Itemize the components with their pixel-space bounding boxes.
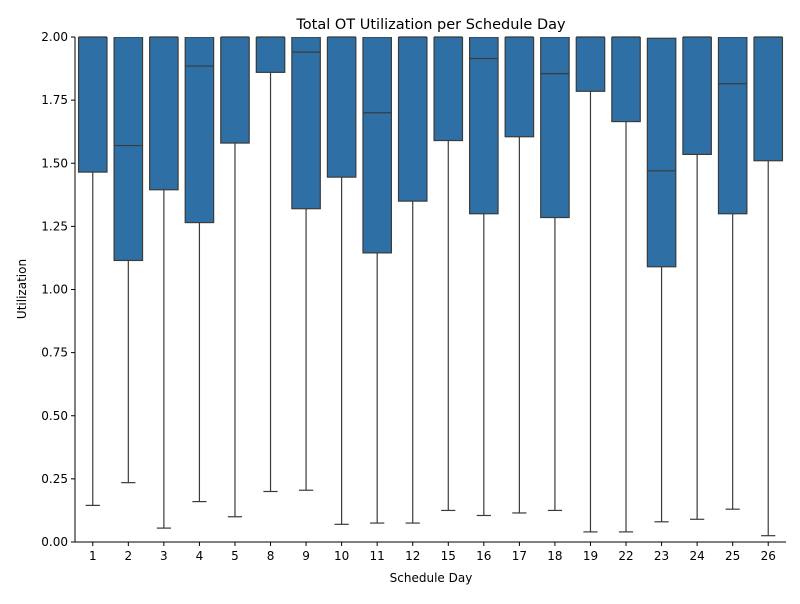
x-tick-label: 16 xyxy=(476,549,491,563)
box-4 xyxy=(184,37,215,224)
box-11 xyxy=(362,37,392,254)
box-1 xyxy=(77,37,108,173)
x-tick-label: 18 xyxy=(547,549,562,563)
y-tick-label: 1.75 xyxy=(41,93,68,107)
box-25 xyxy=(717,37,748,215)
x-tick-label: 22 xyxy=(618,549,633,563)
x-tick-label: 26 xyxy=(761,549,776,563)
x-tick-label: 8 xyxy=(267,549,275,563)
y-tick-label: 2.00 xyxy=(41,30,68,44)
box-15 xyxy=(433,37,464,142)
x-tick-label: 19 xyxy=(583,549,598,563)
x-tick-label: 1 xyxy=(89,549,97,563)
y-tick-label: 0.25 xyxy=(41,472,68,486)
box-16 xyxy=(469,37,499,215)
x-tick-label: 4 xyxy=(196,549,204,563)
x-tick-label: 12 xyxy=(405,549,420,563)
box-18 xyxy=(540,37,570,219)
box-22 xyxy=(611,37,641,123)
y-tick-label: 0.50 xyxy=(41,409,68,423)
plot-area: 0.000.250.500.751.001.251.501.752.001 2 3 4… xyxy=(41,30,786,563)
y-tick-label: 1.00 xyxy=(41,283,68,297)
x-tick-label: 9 xyxy=(302,549,310,563)
y-tick-label: 1.50 xyxy=(41,156,68,170)
x-tick-label: 23 xyxy=(654,549,669,563)
box-5 xyxy=(220,37,250,144)
box-3 xyxy=(149,37,179,191)
x-tick-label: 17 xyxy=(512,549,527,563)
x-tick-label: 25 xyxy=(725,549,740,563)
y-tick-label: 1.25 xyxy=(41,219,68,233)
y-tick-label: 0.00 xyxy=(41,535,68,549)
box-23 xyxy=(646,37,677,268)
x-tick-label: 24 xyxy=(689,549,704,563)
y-tick-label: 0.75 xyxy=(41,346,68,360)
box-19 xyxy=(575,37,606,92)
box-17 xyxy=(504,37,535,138)
x-tick-label: 11 xyxy=(370,549,385,563)
box-10 xyxy=(326,37,357,178)
y-axis-label: Utilization xyxy=(15,259,29,319)
x-tick-label: 15 xyxy=(441,549,456,563)
box-12 xyxy=(397,37,428,202)
box-9 xyxy=(291,37,321,210)
box-26 xyxy=(753,37,784,162)
x-tick-label: 2 xyxy=(125,549,133,563)
box-24 xyxy=(682,37,712,156)
x-axis-label: Schedule Day xyxy=(390,571,473,585)
box-8 xyxy=(255,37,286,73)
x-tick-label: 10 xyxy=(334,549,349,563)
x-tick-label: 3 xyxy=(160,549,168,563)
chart-title: Total OT Utilization per Schedule Day xyxy=(295,17,566,33)
box-2 xyxy=(113,37,144,262)
x-tick-label: 5 xyxy=(231,549,239,563)
